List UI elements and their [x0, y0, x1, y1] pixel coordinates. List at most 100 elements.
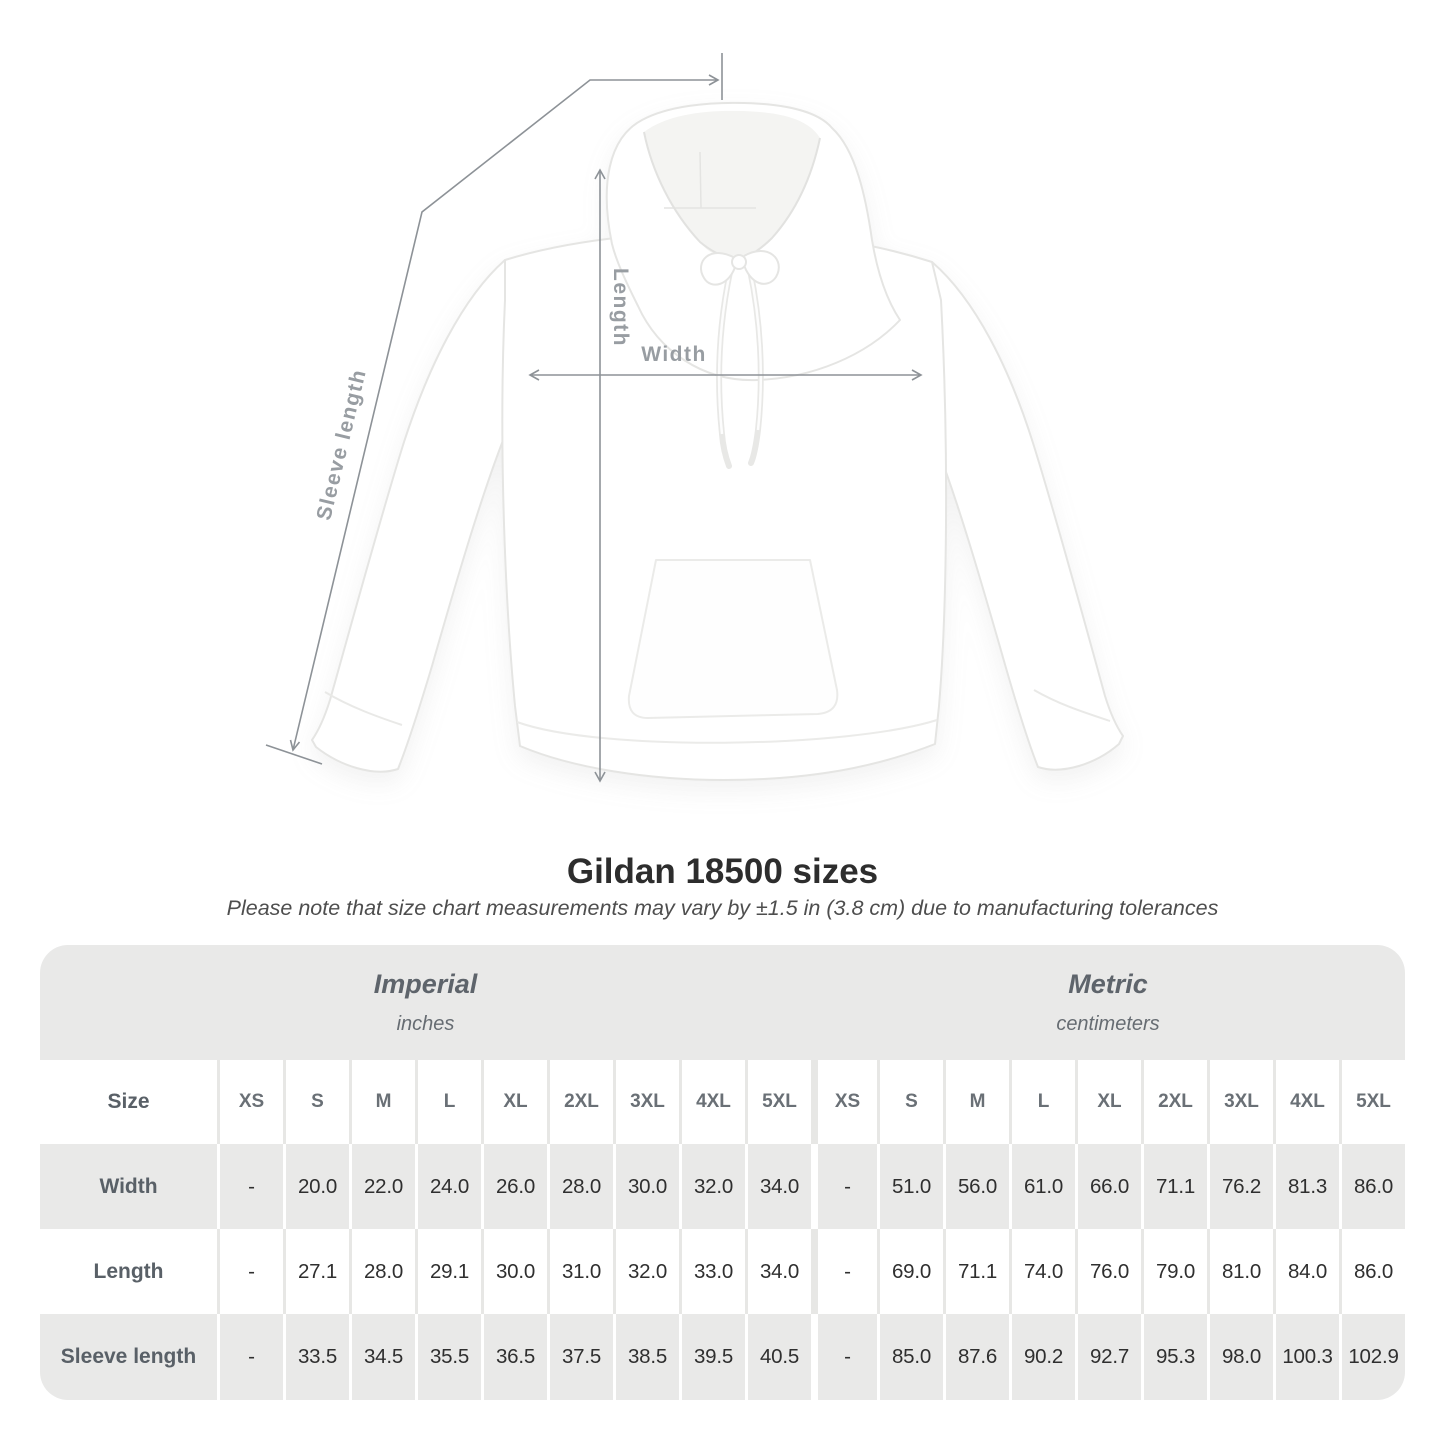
value-cell: 92.7: [1075, 1314, 1141, 1400]
value-cell: 71.1: [1141, 1144, 1207, 1229]
size-column-header: M: [943, 1060, 1009, 1144]
size-column-header: S: [283, 1060, 349, 1144]
width-measure: [528, 369, 923, 381]
size-column-header: XL: [481, 1060, 547, 1144]
value-cell: 31.0: [547, 1229, 613, 1314]
unit-header-band: Imperial inches Metric centimeters: [40, 945, 1405, 1060]
size-column-header: 3XL: [1207, 1060, 1273, 1144]
hood-interior: [644, 110, 820, 258]
value-cell: 56.0: [943, 1144, 1009, 1229]
value-cell: 86.0: [1339, 1229, 1405, 1314]
value-cell: 34.5: [349, 1314, 415, 1400]
value-cell: -: [811, 1314, 877, 1400]
value-cell: 85.0: [877, 1314, 943, 1400]
hoodie-pocket: [627, 559, 839, 719]
value-cell: 81.3: [1273, 1144, 1339, 1229]
sleeve-length-measure: [265, 53, 723, 765]
size-column-header: 4XL: [1273, 1060, 1339, 1144]
imperial-label: Imperial: [373, 969, 478, 999]
hoodie-hem-seam: [516, 719, 938, 744]
value-cell: 32.0: [613, 1229, 679, 1314]
value-cell: 34.0: [745, 1144, 811, 1229]
size-column-header: XS: [811, 1060, 877, 1144]
measurement-lines: [265, 53, 923, 783]
size-header-row: Size XS S M L XL 2XL 3XL 4XL 5XL XS S M L XL 2XL 3XL 4XL…: [40, 1060, 1405, 1144]
size-column-header: 5XL: [745, 1060, 811, 1144]
value-cell: 95.3: [1141, 1314, 1207, 1400]
hoodie-left-cuff-seam: [324, 691, 403, 726]
value-cell: -: [217, 1144, 283, 1229]
table-row-sleeve-length: Sleeve length -33.5 34.5 35.5 36.5 37.5 38.5 3…: [40, 1314, 1405, 1400]
value-cell: -: [217, 1229, 283, 1314]
sleeve-length-measure-label: Sleeve length: [312, 366, 371, 522]
size-column-header: 2XL: [547, 1060, 613, 1144]
size-table: Imperial inches Metric centimeters Size …: [40, 945, 1405, 1400]
value-cell: 79.0: [1141, 1229, 1207, 1314]
value-cell: 39.5: [679, 1314, 745, 1400]
size-column-header: M: [349, 1060, 415, 1144]
drawstring-right-highlight: [748, 269, 763, 431]
value-cell: 24.0: [415, 1144, 481, 1229]
size-column-header: 4XL: [679, 1060, 745, 1144]
value-cell: 86.0: [1339, 1144, 1405, 1229]
drawstring-left-highlight: [717, 271, 732, 435]
value-cell: 35.5: [415, 1314, 481, 1400]
table-row-width: Width -20.0 22.0 24.0 26.0 28.0 30.0 32.0 34.0-…: [40, 1144, 1405, 1229]
size-column-header: 2XL: [1141, 1060, 1207, 1144]
size-column-header: 3XL: [613, 1060, 679, 1144]
value-cell: 87.6: [943, 1314, 1009, 1400]
tolerance-note: Please note that size chart measurements…: [226, 896, 1219, 920]
hood-interior-seam-vertical: [699, 151, 702, 209]
value-cell: 33.0: [679, 1229, 745, 1314]
value-cell: 26.0: [481, 1144, 547, 1229]
value-cell: -: [811, 1144, 877, 1229]
value-cell: 76.2: [1207, 1144, 1273, 1229]
value-cell: 98.0: [1207, 1314, 1273, 1400]
value-cell: 28.0: [349, 1229, 415, 1314]
value-cell: -: [811, 1229, 877, 1314]
value-cell: 61.0: [1009, 1144, 1075, 1229]
value-cell: 30.0: [481, 1229, 547, 1314]
size-column-header: L: [1009, 1060, 1075, 1144]
hoodie-illustration-svg: Width Length Sleeve length: [265, 53, 1124, 783]
hoodie-illustration: [311, 101, 1124, 781]
hoodie-left-sleeve: [311, 259, 510, 773]
value-cell: 27.1: [283, 1229, 349, 1314]
value-cell: 38.5: [613, 1314, 679, 1400]
length-measure-label: Length: [609, 268, 632, 347]
page-title: Gildan 18500 sizes: [566, 852, 879, 891]
size-column-header: L: [415, 1060, 481, 1144]
value-cell: 90.2: [1009, 1314, 1075, 1400]
value-cell: 100.3: [1273, 1314, 1339, 1400]
value-cell: 81.0: [1207, 1229, 1273, 1314]
value-cell: 20.0: [283, 1144, 349, 1229]
value-cell: 30.0: [613, 1144, 679, 1229]
hoodie-measurement-diagram: Width Length Sleeve length: [265, 53, 1124, 783]
size-header-label: Size: [107, 1090, 150, 1113]
size-column-header: 5XL: [1339, 1060, 1405, 1144]
imperial-sublabel: inches: [396, 1013, 455, 1035]
metric-sublabel: centimeters: [1056, 1013, 1160, 1035]
table-row-length: Length -27.1 28.0 29.1 30.0 31.0 32.0 33.0 34.0…: [40, 1229, 1405, 1314]
width-measure-label: Width: [641, 343, 707, 366]
row-label-length: Length: [93, 1259, 164, 1283]
value-cell: 84.0: [1273, 1229, 1339, 1314]
value-cell: -: [217, 1314, 283, 1400]
value-cell: 22.0: [349, 1144, 415, 1229]
length-measure: [594, 168, 606, 783]
hoodie-right-sleeve: [927, 261, 1124, 771]
value-cell: 102.9: [1339, 1314, 1405, 1400]
imperial-unit-header: Imperial inches: [40, 945, 811, 1060]
metric-unit-header: Metric centimeters: [811, 945, 1405, 1060]
value-cell: 28.0: [547, 1144, 613, 1229]
bow-loop-left: [700, 252, 737, 286]
size-column-header: XL: [1075, 1060, 1141, 1144]
bow-knot: [731, 254, 747, 270]
size-column-header: S: [877, 1060, 943, 1144]
value-cell: 71.1: [943, 1229, 1009, 1314]
row-label-width: Width: [40, 1144, 217, 1229]
value-cell: 76.0: [1075, 1229, 1141, 1314]
value-cell: 36.5: [481, 1314, 547, 1400]
hoodie-right-cuff-seam: [1033, 689, 1111, 722]
